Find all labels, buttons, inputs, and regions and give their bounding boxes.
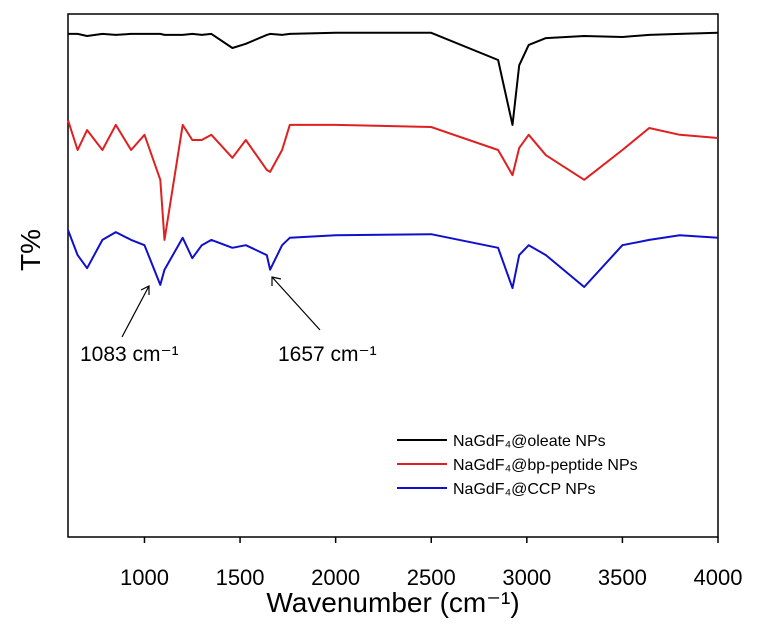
legend-label: NaGdF₄@CCP NPs — [453, 481, 596, 498]
arrow-head — [140, 285, 150, 295]
x-axis-label: Wavenumber (cm⁻¹) — [266, 587, 519, 618]
y-axis-label: T% — [15, 229, 46, 271]
series-line — [68, 31, 719, 126]
annotation-arrow — [271, 276, 321, 331]
legend-label: NaGdF₄@bp-peptide NPs — [453, 457, 638, 474]
series-line — [67, 119, 719, 241]
x-tick-label: 2500 — [407, 565, 456, 590]
series-line — [67, 229, 719, 290]
x-tick-label: 1500 — [216, 565, 265, 590]
arrow-head — [271, 276, 282, 286]
legend-label: NaGdF₄@oleate NPs — [453, 433, 606, 450]
annotation-arrow — [121, 285, 150, 338]
annotation: 1083 cm⁻¹ — [80, 343, 179, 366]
x-tick-label: 2000 — [311, 565, 360, 590]
x-tick-label: 3500 — [598, 565, 647, 590]
annotation: 1657 cm⁻¹ — [278, 343, 377, 366]
plot-frame — [67, 13, 719, 538]
x-tick-label: 3000 — [502, 565, 551, 590]
x-tick-label: 4000 — [694, 565, 743, 590]
x-tick-label: 1000 — [120, 565, 169, 590]
